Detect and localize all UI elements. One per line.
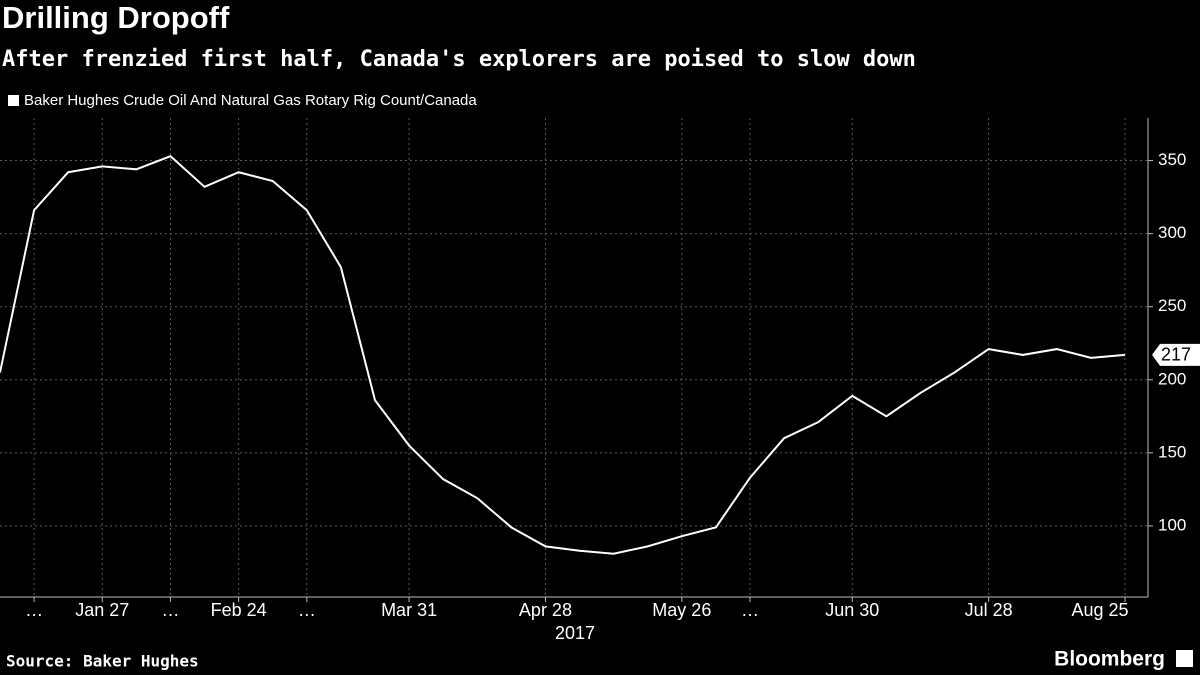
y-tick-label: 350 bbox=[1158, 150, 1186, 169]
brand: Bloomberg bbox=[1054, 648, 1165, 671]
x-tick-label: … bbox=[25, 600, 43, 620]
legend-label: Baker Hughes Crude Oil And Natural Gas R… bbox=[24, 92, 477, 109]
x-tick-label: … bbox=[298, 600, 316, 620]
y-tick-label: 200 bbox=[1158, 369, 1186, 388]
y-tick-label: 100 bbox=[1158, 515, 1186, 534]
x-tick-label: Feb 24 bbox=[211, 600, 267, 620]
chart-subtitle: After frenzied first half, Canada's expl… bbox=[2, 47, 916, 72]
x-tick-label: Jun 30 bbox=[825, 600, 879, 620]
legend-swatch bbox=[8, 95, 19, 106]
value-label: 217 bbox=[1161, 345, 1191, 365]
y-tick-label: 250 bbox=[1158, 296, 1186, 315]
x-axis-label: 2017 bbox=[555, 623, 595, 643]
x-tick-label: Mar 31 bbox=[381, 600, 437, 620]
x-tick-label: Jan 27 bbox=[75, 600, 129, 620]
y-tick-label: 300 bbox=[1158, 223, 1186, 242]
y-tick-label: 150 bbox=[1158, 442, 1186, 461]
x-tick-label: Apr 28 bbox=[519, 600, 572, 620]
value-tag bbox=[1152, 343, 1200, 366]
x-tick-label: … bbox=[741, 600, 759, 620]
x-tick-label: Jul 28 bbox=[965, 600, 1013, 620]
chart-title: Drilling Dropoff bbox=[2, 0, 230, 35]
line bbox=[0, 155, 1126, 555]
x-tick-label: May 26 bbox=[652, 600, 711, 620]
x-tick-label: … bbox=[161, 600, 179, 620]
brand-icon bbox=[1176, 650, 1193, 667]
x-tick-label: Aug 25 bbox=[1071, 600, 1128, 620]
source: Source: Baker Hughes bbox=[6, 652, 199, 671]
